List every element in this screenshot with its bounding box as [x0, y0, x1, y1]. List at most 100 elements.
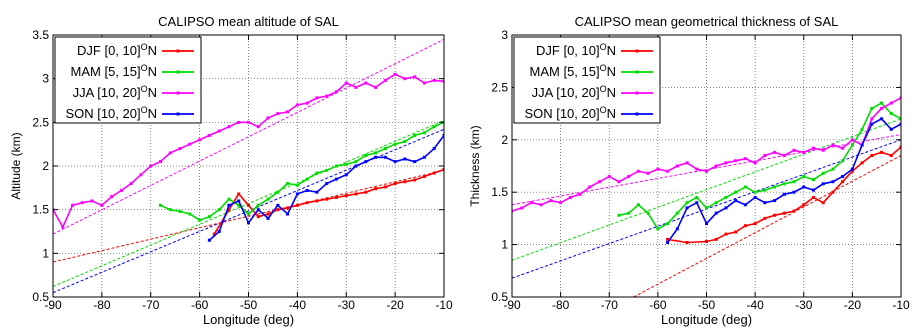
series-point	[899, 117, 901, 121]
x-tick-label: -70	[142, 298, 160, 312]
series-point	[178, 147, 182, 151]
series-point	[90, 199, 94, 203]
legend-suffix: N	[607, 64, 616, 79]
series-point	[139, 173, 143, 177]
series-point	[393, 160, 397, 164]
series-point	[821, 182, 825, 186]
series-point	[325, 168, 329, 172]
fit-line-1	[53, 169, 444, 263]
series-point	[685, 241, 689, 245]
series-point	[899, 145, 901, 149]
series-point	[734, 159, 738, 163]
series-point	[266, 116, 270, 120]
series-point	[354, 160, 358, 164]
series-point	[529, 201, 533, 205]
series-point	[286, 181, 290, 185]
y-tick-label: 2.5	[491, 80, 508, 94]
legend-suffix: N	[607, 106, 616, 121]
series-point	[705, 239, 708, 243]
series-point	[880, 101, 884, 105]
series-point	[889, 127, 893, 131]
series-point	[549, 199, 553, 203]
series-point	[71, 203, 75, 207]
series-point	[598, 180, 602, 184]
series-point	[227, 197, 231, 201]
series-point	[198, 138, 202, 142]
series-point	[763, 216, 767, 220]
series-point	[850, 167, 854, 171]
legend-label: MAM [5, 15]ON	[530, 63, 616, 79]
legend-degree: O	[600, 63, 607, 73]
x-tick-label: -90	[44, 298, 62, 312]
series-point	[636, 169, 640, 173]
series-point	[266, 216, 270, 220]
series-point	[110, 195, 114, 199]
chart-panel-2: -90 -80 -70 -60 -50 -40 -30 -20 -10 0.5 1 1.5 2 2.5 3 C…	[468, 14, 910, 327]
series-point	[860, 161, 864, 165]
series-point	[666, 222, 670, 226]
fit-line-2	[53, 120, 444, 287]
series-point	[344, 162, 348, 166]
plot-area	[53, 38, 444, 294]
series-point	[393, 142, 397, 146]
series-point	[188, 142, 192, 146]
legend-suffix: N	[148, 85, 157, 100]
series-point	[646, 171, 650, 175]
series-point	[802, 185, 806, 189]
series-point	[841, 180, 845, 184]
series-point	[666, 237, 670, 241]
series-point	[782, 211, 786, 215]
series-point	[714, 211, 718, 215]
series-point	[753, 222, 757, 226]
series-point	[627, 174, 631, 178]
fit-line-1	[633, 155, 901, 297]
series-point	[773, 185, 777, 189]
series-point	[393, 181, 397, 185]
series-point	[802, 174, 806, 178]
series-point	[442, 133, 444, 137]
series-point	[821, 148, 825, 152]
series-point	[383, 185, 387, 189]
series-point	[227, 125, 231, 129]
series-point	[714, 237, 718, 241]
x-tick-label: -10	[435, 298, 453, 312]
y-tick-label: 3.5	[32, 28, 49, 42]
series-point	[168, 208, 172, 212]
series-point	[315, 96, 319, 100]
series-point	[743, 157, 747, 161]
series-point	[422, 155, 426, 159]
x-tick-label: -70	[601, 298, 619, 312]
series-point	[811, 146, 815, 150]
series-point	[129, 181, 133, 185]
x-tick-label: -60	[649, 298, 667, 312]
series-point	[753, 161, 757, 165]
x-tick-label: -20	[386, 298, 404, 312]
series-point	[705, 222, 708, 226]
y-axis-label: Thickness (km)	[468, 125, 482, 206]
series-point	[432, 171, 436, 175]
series-point	[315, 199, 319, 203]
x-tick-label: -20	[844, 298, 862, 312]
legend-item: JJA [10, 20]ON	[532, 84, 653, 100]
series-point	[422, 174, 426, 178]
series-point	[811, 188, 815, 192]
legend-swatch-marker	[635, 91, 639, 95]
x-tick-label: -60	[191, 298, 209, 312]
series-point	[889, 154, 893, 158]
series-point	[344, 194, 348, 198]
series-point	[588, 185, 592, 189]
series-point	[782, 192, 786, 196]
x-tick-label: -80	[552, 298, 570, 312]
series-point	[831, 143, 835, 147]
series-point	[237, 120, 241, 124]
series-point	[714, 201, 718, 205]
series-point	[432, 147, 436, 151]
series-point	[685, 206, 689, 210]
legend-swatch-marker	[176, 70, 180, 74]
series-point	[831, 190, 835, 194]
series-point	[364, 190, 368, 194]
series-point	[344, 81, 348, 85]
series-point	[295, 203, 299, 207]
